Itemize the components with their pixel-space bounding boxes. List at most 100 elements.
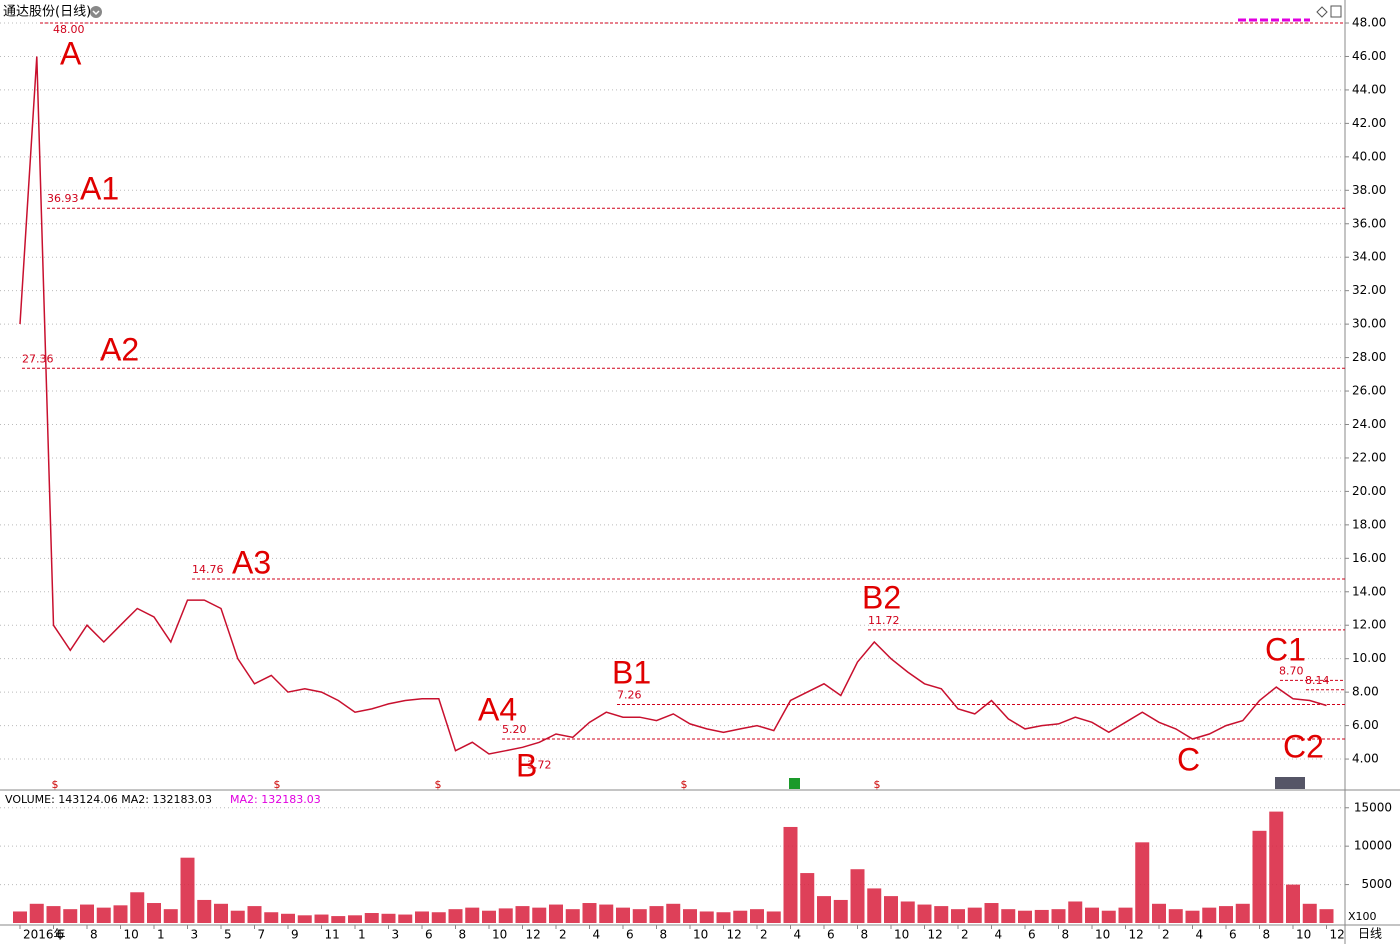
y-tick-label: 20.00 xyxy=(1352,484,1386,498)
x-tick-label: 8 xyxy=(861,928,869,942)
wave-label: A2 xyxy=(100,331,139,367)
event-icon[interactable]: $ xyxy=(52,778,59,791)
x-tick-label: 7 xyxy=(258,928,266,942)
volume-bar xyxy=(13,911,27,923)
volume-bar xyxy=(130,892,145,923)
y-tick-label: 32.00 xyxy=(1352,283,1386,297)
ma-text: MA2: 132183.03 xyxy=(230,793,321,806)
diamond-icon[interactable] xyxy=(1316,6,1328,18)
x-tick-label: 1 xyxy=(157,928,165,942)
indicator-text: VOLUME: 143124.06 MA2: 132183.03 xyxy=(5,793,212,806)
volume-bar xyxy=(1202,907,1217,923)
volume-bar xyxy=(649,906,664,923)
volume-bar xyxy=(113,905,128,923)
volume-bar xyxy=(1269,811,1284,923)
y-tick-label: 15000 xyxy=(1354,800,1392,814)
volume-bar xyxy=(532,907,547,923)
x-tick-label: 3 xyxy=(392,928,400,942)
volume-bar xyxy=(80,904,94,923)
x-tick-label: 6 xyxy=(1229,928,1237,942)
x-tick-label: 2016年 xyxy=(23,928,66,942)
volume-bar xyxy=(1252,830,1267,923)
volume-bar xyxy=(1051,909,1066,923)
volume-bar xyxy=(565,909,580,923)
volume-bar xyxy=(699,911,714,923)
y-tick-label: 44.00 xyxy=(1352,82,1386,96)
volume-bar xyxy=(1018,910,1032,923)
y-tick-label: 34.00 xyxy=(1352,250,1386,264)
volume-bar xyxy=(599,904,614,923)
x-tick-label: 5 xyxy=(224,928,232,942)
y-tick-label: 16.00 xyxy=(1352,551,1386,565)
event-icon[interactable]: $ xyxy=(874,778,881,791)
wave-label: A3 xyxy=(232,544,271,580)
volume-bar xyxy=(549,904,563,923)
volume-bar xyxy=(917,904,932,923)
volume-bar xyxy=(147,903,161,923)
volume-bar xyxy=(448,909,463,923)
volume-bar xyxy=(431,912,446,923)
event-icon[interactable]: $ xyxy=(435,778,442,791)
x-tick-label: 8 xyxy=(90,928,98,942)
x-tick-label: 8 xyxy=(660,928,668,942)
volume-bar xyxy=(1135,842,1150,923)
volume-bar xyxy=(867,888,882,923)
event-badge[interactable] xyxy=(1275,777,1305,789)
x-tick-label: 6 xyxy=(57,928,65,942)
x-tick-label: 12 xyxy=(727,928,742,942)
event-icon[interactable]: $ xyxy=(274,778,281,791)
y-tick-label: 10000 xyxy=(1354,839,1392,853)
y-tick-label: 5000 xyxy=(1361,877,1392,891)
x-tick-label: 12 xyxy=(526,928,541,942)
volume-bar xyxy=(1286,884,1300,923)
volume-bar xyxy=(750,909,764,923)
wave-label: A xyxy=(60,35,82,71)
volume-bar xyxy=(364,913,379,923)
level-label: 8.14 xyxy=(1305,674,1330,687)
volume-bar xyxy=(297,915,312,923)
y-tick-label: 10.00 xyxy=(1352,651,1386,665)
y-tick-label: 22.00 xyxy=(1352,450,1386,464)
y-tick-label: 42.00 xyxy=(1352,116,1386,130)
x-tick-label: 12 xyxy=(1330,928,1345,942)
volume-bar xyxy=(967,907,982,923)
event-icon[interactable] xyxy=(789,778,800,789)
level-label: 5.20 xyxy=(502,723,527,736)
volume-bar xyxy=(515,906,530,923)
y-tick-label: 36.00 xyxy=(1352,216,1386,230)
volume-bar xyxy=(498,908,513,923)
y-tick-label: 4.00 xyxy=(1352,752,1379,766)
y-tick-label: 48.00 xyxy=(1352,16,1386,30)
window-icon[interactable] xyxy=(1330,5,1342,18)
x-tick-label: 8 xyxy=(459,928,467,942)
level-label: 36.93 xyxy=(47,192,79,205)
wave-label: B1 xyxy=(612,654,651,690)
volume-bar xyxy=(800,873,815,923)
y-tick-label: 46.00 xyxy=(1352,49,1386,63)
wave-label: C2 xyxy=(1283,728,1324,764)
volume-bar xyxy=(465,907,480,923)
volume-bar xyxy=(951,909,965,923)
x-tick-label: 4 xyxy=(995,928,1003,942)
y-tick-label: 28.00 xyxy=(1352,350,1386,364)
x-tick-label: 2 xyxy=(559,928,567,942)
volume-bar xyxy=(264,912,279,923)
y-tick-label: 8.00 xyxy=(1352,685,1379,699)
y-tick-label: 40.00 xyxy=(1352,149,1386,163)
x-tick-label: 4 xyxy=(794,928,802,942)
volume-bar xyxy=(1068,901,1083,923)
volume-bar xyxy=(163,909,178,923)
y-tick-label: 30.00 xyxy=(1352,317,1386,331)
volume-bar xyxy=(716,912,731,923)
x-tick-label: 6 xyxy=(626,928,634,942)
event-icon[interactable]: $ xyxy=(681,778,688,791)
chart-title: 通达股份(日线) xyxy=(3,5,91,20)
volume-bar xyxy=(766,911,781,923)
y-tick-label: 6.00 xyxy=(1352,718,1379,732)
menu-icon[interactable] xyxy=(90,6,102,18)
volume-bar xyxy=(197,899,212,923)
y-tick-label: 24.00 xyxy=(1352,417,1386,431)
x-tick-label: 8 xyxy=(1263,928,1271,942)
volume-bar xyxy=(1085,907,1099,923)
